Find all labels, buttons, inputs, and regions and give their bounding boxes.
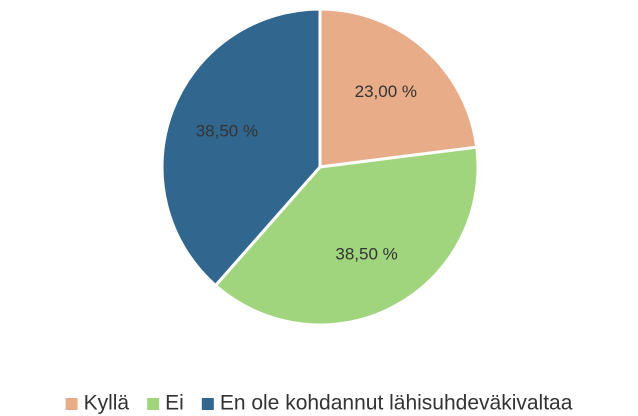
pie-slice	[318, 7, 479, 169]
data-label: 38,50 %	[335, 244, 397, 263]
data-label: 23,00 %	[355, 82, 417, 101]
legend-label: Kyllä	[84, 392, 130, 415]
legend-swatch	[201, 398, 214, 410]
pie-slice	[160, 7, 322, 288]
data-label: 38,50 %	[196, 121, 258, 140]
legend-label: En ole kohdannut lähisuhdeväkivaltaa	[220, 392, 573, 415]
legend-label: Ei	[165, 392, 184, 415]
pie-slice	[213, 145, 480, 327]
legend-swatch	[147, 398, 160, 410]
legend-swatch	[65, 398, 78, 410]
